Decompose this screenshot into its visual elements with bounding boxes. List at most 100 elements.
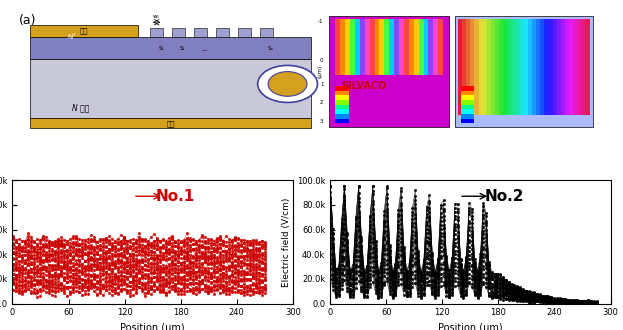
Bar [335, 100, 349, 105]
Bar [578, 18, 581, 115]
Bar [466, 18, 470, 115]
Text: (a): (a) [19, 14, 36, 27]
Bar [499, 18, 503, 115]
Bar [470, 18, 475, 115]
Ellipse shape [268, 72, 307, 96]
Text: (μm): (μm) [318, 65, 323, 78]
Bar [573, 18, 578, 115]
X-axis label: Position (μm): Position (μm) [438, 323, 503, 330]
Bar [335, 119, 349, 123]
Bar [31, 25, 138, 37]
Bar [483, 18, 487, 115]
Bar [335, 105, 349, 109]
Bar [414, 18, 419, 75]
Bar [511, 18, 516, 115]
Bar [340, 18, 345, 75]
Bar [461, 86, 474, 91]
Bar [532, 18, 536, 115]
Bar [528, 18, 532, 115]
Bar [438, 18, 443, 75]
Ellipse shape [258, 65, 318, 102]
Bar [487, 18, 491, 115]
Bar [335, 86, 349, 91]
X-axis label: Position (μm): Position (μm) [120, 323, 185, 330]
Bar [360, 18, 365, 75]
Bar [548, 18, 553, 115]
Bar [369, 18, 374, 75]
Bar [31, 118, 312, 128]
Bar [335, 91, 349, 95]
Text: w₀: w₀ [153, 14, 160, 18]
Bar [536, 18, 540, 115]
Bar [461, 100, 474, 105]
Bar [419, 18, 424, 75]
Bar [524, 18, 528, 115]
Text: N⁺: N⁺ [68, 34, 77, 40]
Bar [581, 18, 586, 115]
Bar [461, 114, 474, 119]
Bar [461, 95, 474, 100]
Bar [238, 28, 251, 37]
Bar [194, 28, 207, 37]
Text: 0: 0 [320, 58, 323, 63]
Bar [335, 109, 349, 114]
Bar [461, 105, 474, 109]
Bar [350, 18, 355, 75]
Bar [335, 18, 340, 75]
Bar [330, 16, 449, 127]
Bar [503, 18, 507, 115]
Text: No.2: No.2 [484, 189, 524, 204]
Bar [335, 114, 349, 119]
Bar [586, 18, 589, 115]
Bar [491, 18, 495, 115]
Bar [462, 18, 466, 115]
Bar [31, 37, 312, 59]
Bar [540, 18, 545, 115]
Bar [379, 18, 384, 75]
Bar [569, 18, 573, 115]
Text: 양극: 양극 [80, 28, 88, 34]
Bar [516, 18, 520, 115]
Bar [31, 59, 312, 118]
Bar [409, 18, 414, 75]
Bar [335, 95, 349, 100]
Text: S₁: S₁ [158, 46, 164, 51]
Bar [557, 18, 561, 115]
Text: 음극: 음극 [167, 120, 175, 127]
Bar [150, 28, 163, 37]
Bar [355, 18, 360, 75]
Text: -1: -1 [318, 19, 323, 24]
Bar [545, 18, 548, 115]
Bar [520, 18, 524, 115]
Bar [389, 18, 394, 75]
Bar [461, 91, 474, 95]
Bar [260, 28, 273, 37]
Bar [216, 28, 229, 37]
Bar [399, 18, 404, 75]
Bar [478, 18, 483, 115]
Text: Sₙ: Sₙ [268, 46, 273, 51]
Bar [345, 18, 350, 75]
Bar [461, 109, 474, 114]
Bar [495, 18, 499, 115]
Bar [429, 18, 433, 75]
Bar [455, 16, 592, 127]
Bar [404, 18, 409, 75]
Text: 2: 2 [320, 100, 323, 105]
Text: SILVACO: SILVACO [341, 82, 387, 91]
Bar [461, 119, 474, 123]
Bar [561, 18, 565, 115]
Bar [374, 18, 379, 75]
Y-axis label: Electric field (V/cm): Electric field (V/cm) [282, 197, 292, 286]
Bar [424, 18, 429, 75]
Bar [475, 18, 478, 115]
Text: N 기판: N 기판 [72, 103, 90, 112]
Bar [507, 18, 511, 115]
Text: S₂: S₂ [180, 46, 186, 51]
Bar [365, 18, 369, 75]
Bar [433, 18, 438, 75]
Text: 3: 3 [320, 119, 323, 124]
Bar [458, 18, 462, 115]
Bar [384, 18, 389, 75]
Text: 1: 1 [320, 82, 323, 87]
